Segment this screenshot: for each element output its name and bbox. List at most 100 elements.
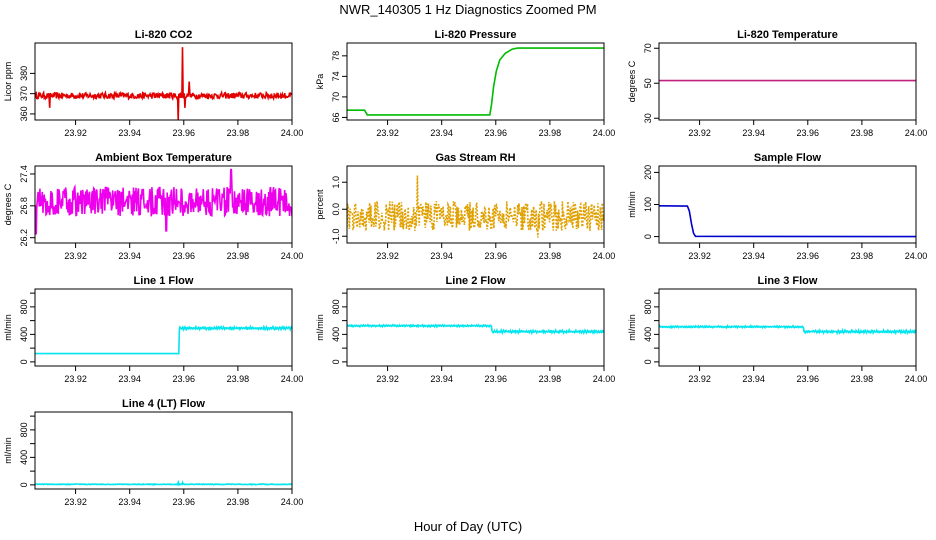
x-tick-label: 23.94: [118, 251, 141, 261]
x-tick-label: 23.94: [742, 374, 765, 384]
x-tick-label: 23.94: [742, 251, 765, 261]
y-tick-label: 70: [643, 43, 653, 53]
x-tick-label: 23.92: [688, 128, 711, 138]
x-tick-label: 23.98: [851, 251, 874, 261]
plot-frame: [346, 42, 605, 121]
y-axis-label: ml/min: [627, 314, 637, 341]
series-line: [659, 205, 916, 238]
panel-title: Line 1 Flow: [134, 275, 194, 287]
y-tick-label: 800: [643, 299, 653, 314]
panel-2: Li-820 Pressure 23.92 23.94 23.96 23.98 24.00…: [315, 29, 615, 138]
panel-title: Line 4 (LT) Flow: [122, 398, 205, 410]
series-line: [35, 168, 292, 235]
y-tick-label: 50: [643, 78, 653, 88]
plot-frame: [34, 165, 293, 244]
series-line: [347, 47, 604, 116]
panel-3: Li-820 Temperature 23.92 23.94 23.96 23.98 24…: [627, 29, 927, 138]
x-tick-label: 24.00: [593, 251, 616, 261]
y-tick-label: 0: [643, 234, 653, 239]
y-tick-label: 400: [331, 327, 341, 342]
y-tick-label: 0: [643, 359, 653, 364]
series-line: [347, 175, 604, 238]
plot-frame: [34, 411, 293, 490]
y-axis-label: percent: [315, 189, 325, 220]
panel-title: Li-820 CO2: [135, 29, 192, 41]
y-tick-label: 66: [331, 112, 341, 122]
panel-7: Line 1 Flow 23.92 23.94 23.96 23.98 24.00 0 400…: [3, 275, 303, 384]
plot-frame: [346, 165, 605, 244]
panel-6: Sample Flow 23.92 23.94 23.96 23.98 24.00 0 100…: [627, 152, 927, 261]
y-tick-label: 1.0: [331, 176, 341, 189]
y-tick-label: 100: [643, 197, 653, 212]
figure-xlabel: Hour of Day (UTC): [414, 519, 522, 534]
x-tick-label: 23.96: [485, 128, 508, 138]
x-tick-label: 23.92: [688, 374, 711, 384]
x-tick-label: 23.96: [173, 128, 196, 138]
x-tick-label: 24.00: [281, 497, 304, 507]
figure-title: NWR_140305 1 Hz Diagnostics Zoomed PM: [339, 2, 596, 17]
panel-title: Line 3 Flow: [758, 275, 818, 287]
x-tick-label: 24.00: [281, 374, 304, 384]
panel-title: Ambient Box Temperature: [95, 152, 232, 164]
x-tick-label: 23.92: [376, 128, 399, 138]
panel-title: Gas Stream RH: [435, 152, 515, 164]
x-tick-label: 23.94: [118, 128, 141, 138]
y-tick-label: 370: [19, 86, 29, 101]
y-axis-label: ml/min: [315, 314, 325, 341]
plot-frame: [658, 288, 917, 367]
y-tick-label: 0: [331, 359, 341, 364]
y-tick-label: 400: [643, 327, 653, 342]
x-tick-label: 23.98: [539, 251, 562, 261]
x-tick-label: 23.92: [376, 251, 399, 261]
y-tick-label: 26.8: [19, 197, 29, 215]
x-tick-label: 23.96: [173, 251, 196, 261]
panel-title: Li-820 Temperature: [737, 29, 838, 41]
panel-9: Line 3 Flow 23.92 23.94 23.96 23.98 24.00 0 400…: [627, 275, 927, 384]
x-tick-label: 24.00: [593, 374, 616, 384]
panel-title: Sample Flow: [754, 152, 822, 164]
series-line: [35, 47, 292, 120]
y-tick-label: 30: [643, 113, 653, 123]
panel-1: Li-820 CO2 23.92 23.94 23.96 23.98 24.00 360 37…: [3, 29, 303, 138]
y-tick-label: 380: [19, 66, 29, 81]
series-line: [35, 479, 292, 487]
y-tick-label: -1.0: [331, 228, 341, 244]
x-tick-label: 23.98: [539, 128, 562, 138]
y-tick-label: 70: [331, 92, 341, 102]
plot-frame: [658, 165, 917, 244]
x-tick-label: 23.92: [64, 497, 87, 507]
x-tick-label: 23.96: [485, 251, 508, 261]
y-tick-label: 27.4: [19, 165, 29, 183]
y-tick-label: 400: [19, 327, 29, 342]
x-tick-label: 23.96: [173, 374, 196, 384]
x-tick-label: 23.96: [173, 497, 196, 507]
x-tick-label: 23.94: [742, 128, 765, 138]
plot-frame: [346, 288, 605, 367]
y-axis-label: kPa: [315, 74, 325, 90]
y-axis-label: ml/min: [3, 314, 13, 341]
y-tick-label: 400: [19, 450, 29, 465]
y-tick-label: 200: [643, 165, 653, 180]
series-line: [35, 324, 292, 355]
plot-frame: [34, 288, 293, 367]
x-tick-label: 23.94: [430, 128, 453, 138]
x-tick-label: 23.92: [376, 374, 399, 384]
x-tick-label: 23.92: [64, 251, 87, 261]
y-tick-label: 26.2: [19, 229, 29, 247]
x-tick-label: 23.96: [797, 128, 820, 138]
y-tick-label: 0.0: [331, 203, 341, 216]
panel-title: Li-820 Pressure: [435, 29, 517, 41]
x-tick-label: 23.98: [227, 251, 250, 261]
panel-title: Line 2 Flow: [446, 275, 506, 287]
y-tick-label: 0: [19, 359, 29, 364]
x-tick-label: 24.00: [281, 128, 304, 138]
panel-8: Line 2 Flow 23.92 23.94 23.96 23.98 24.00 0 400…: [315, 275, 615, 384]
y-axis-label: Licor ppm: [3, 62, 13, 102]
x-tick-label: 23.98: [539, 374, 562, 384]
y-tick-label: 360: [19, 106, 29, 121]
series-line: [347, 323, 604, 336]
x-tick-label: 23.92: [688, 251, 711, 261]
x-tick-label: 23.98: [227, 128, 250, 138]
y-tick-label: 78: [331, 51, 341, 61]
